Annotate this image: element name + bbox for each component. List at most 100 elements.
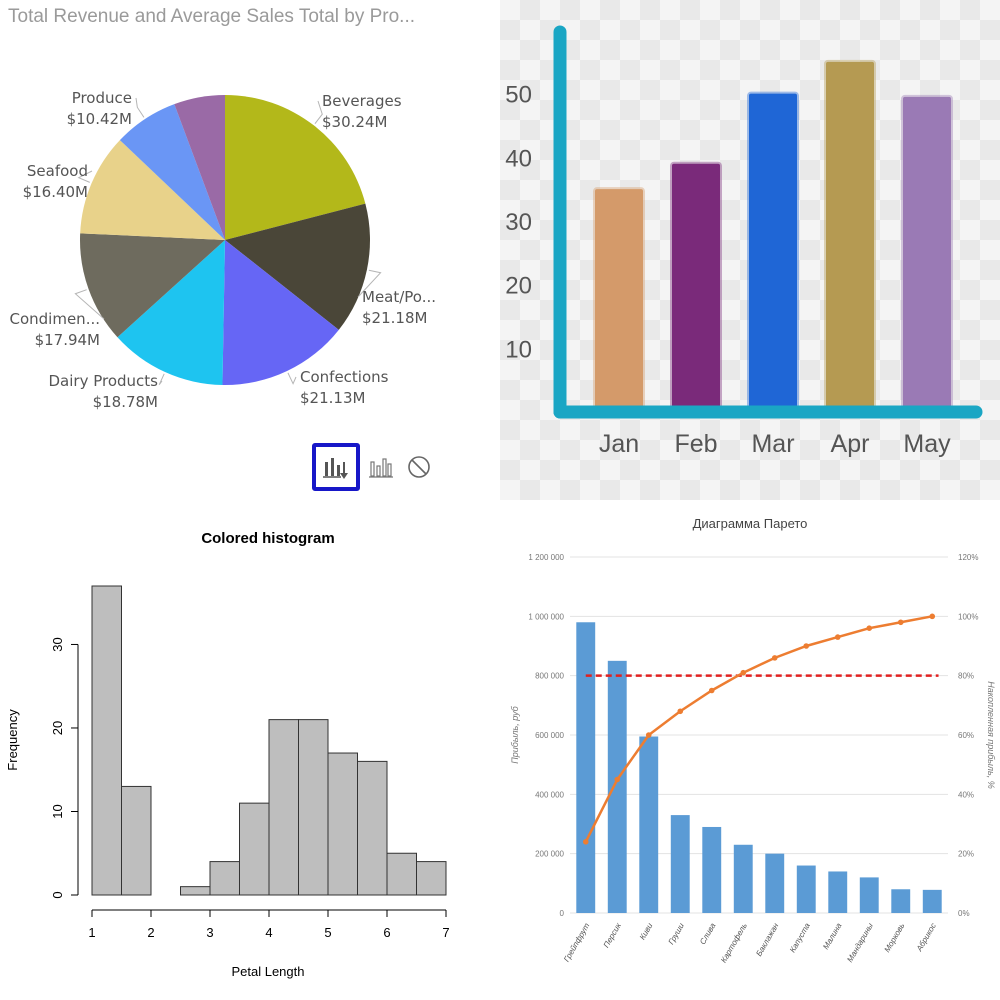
x-tick-label: Баклажан xyxy=(754,921,780,958)
pareto-bar xyxy=(733,844,753,913)
x-tick-label: 5 xyxy=(324,925,331,940)
cumulative-point xyxy=(645,732,652,738)
histogram-panel: Colored histogram 1 2 3 4 5 6 7 0 10 20 30 Petal Len… xyxy=(0,500,500,1000)
pie-leader-line xyxy=(74,289,105,320)
y-axis-label: Прибыль, руб xyxy=(510,705,520,763)
pareto-bar xyxy=(607,660,627,913)
bar-chart-icon xyxy=(369,458,393,478)
pie-slice-label: Beverages xyxy=(322,92,402,110)
pie-slice-value-label: $21.18M xyxy=(362,309,427,327)
pareto-bar xyxy=(639,736,659,913)
pareto-bar xyxy=(702,826,722,913)
x-tick-label: Грейпфрут xyxy=(562,921,592,963)
x-tick-label: Абрикос xyxy=(914,922,938,954)
histogram-bar xyxy=(121,785,152,896)
pie-slice xyxy=(174,95,225,240)
disable-filter-button[interactable] xyxy=(404,452,434,482)
y2-tick-label: 60% xyxy=(958,731,974,740)
pie-leader-line xyxy=(287,372,297,385)
x-tick-label: 3 xyxy=(206,925,213,940)
bar xyxy=(670,161,722,414)
y2-tick-label: 100% xyxy=(958,612,978,621)
y-tick-label: 200 000 xyxy=(535,850,564,859)
histogram-bar xyxy=(298,719,329,896)
pareto-bar xyxy=(828,871,848,913)
pie-slice-label: Meat/Po... xyxy=(362,288,436,306)
y-axis-label: Frequency xyxy=(5,709,20,771)
pie-slice xyxy=(117,240,225,385)
pie-slice xyxy=(225,95,366,240)
histogram-bar xyxy=(239,802,270,896)
y-tick-label: 20 xyxy=(505,273,532,300)
prohibited-icon xyxy=(408,456,430,478)
cumulative-point xyxy=(897,619,904,626)
cumulative-point xyxy=(834,634,841,640)
pie-leader-line xyxy=(77,170,93,183)
y-tick-label: 400 000 xyxy=(535,790,564,799)
x-axis-label: Petal Length xyxy=(231,964,304,979)
pie-slice-value-label: $16.40M xyxy=(23,183,88,201)
pareto-chart: Диаграмма Парето 0 200 000 400 000 600 000 80… xyxy=(510,516,996,964)
x-tick-label: 6 xyxy=(383,925,390,940)
cumulative-point xyxy=(771,655,778,661)
y2-tick-label: 40% xyxy=(958,790,974,799)
pareto-title: Диаграмма Парето xyxy=(693,516,808,531)
pie-slice-value-label: $17.94M xyxy=(35,331,100,349)
pie-slice-label: Seafood xyxy=(27,162,88,180)
cumulative-point xyxy=(803,643,810,649)
bar xyxy=(747,91,799,415)
histogram-bar xyxy=(416,861,447,896)
pareto-bar xyxy=(765,853,785,913)
y2-tick-label: 20% xyxy=(958,850,974,859)
pie-slice-label: Produce xyxy=(72,89,132,107)
monthly-bar-chart: 10 20 30 40 50 Jan Feb Mar Apr May xyxy=(505,25,983,458)
y-tick-label: 10 xyxy=(50,804,65,818)
histogram-bar xyxy=(268,719,299,896)
pie-slice xyxy=(79,233,225,338)
y-tick-label: 1 200 000 xyxy=(528,553,564,562)
expand-hierarchy-button[interactable] xyxy=(366,452,396,482)
y-tick-label: 20 xyxy=(50,721,65,735)
x-tick-label: Груши xyxy=(667,921,687,946)
pie-slice-value-label: $18.78M xyxy=(93,393,158,411)
cumulative-point xyxy=(708,687,715,694)
monthly-bar-chart-panel: 10 20 30 40 50 Jan Feb Mar Apr May xyxy=(500,0,1000,500)
y-tick-label: 50 xyxy=(505,82,532,109)
histogram-title: Colored histogram xyxy=(201,530,334,547)
pie-slice-value-label: $10.42M xyxy=(67,110,132,128)
y2-axis-label: Накопленная прибыль, % xyxy=(986,681,996,788)
drill-down-button[interactable] xyxy=(312,443,360,491)
y-tick-label: 40 xyxy=(505,145,532,172)
pie-slice-value-label: $30.24M xyxy=(322,113,387,131)
y2-tick-label: 0% xyxy=(958,909,970,918)
cumulative-point xyxy=(866,625,873,631)
pie-slice-value-label: $21.13M xyxy=(300,389,365,407)
x-tick-label: Персик xyxy=(602,920,624,949)
cumulative-point xyxy=(582,839,589,845)
cumulative-point xyxy=(614,776,621,783)
y-tick-label: 800 000 xyxy=(535,672,564,681)
y-tick-label: 0 xyxy=(50,891,65,898)
y-tick-label: 1 000 000 xyxy=(528,612,564,621)
y-tick-label: 10 xyxy=(505,336,532,363)
bar xyxy=(901,94,953,414)
histogram-bar xyxy=(386,852,417,896)
y-tick-label: 30 xyxy=(50,637,65,651)
pareto-chart-panel: Диаграмма Парето 0 200 000 400 000 600 000 80… xyxy=(500,500,1000,1000)
cumulative-line xyxy=(584,615,933,843)
pie-leader-line xyxy=(158,373,165,386)
pareto-bar xyxy=(859,877,879,913)
cumulative-point xyxy=(929,613,936,620)
pie-slice xyxy=(119,104,225,240)
x-tick-label: Морковь xyxy=(883,922,907,954)
y-tick-label: 30 xyxy=(505,209,532,236)
pareto-bar xyxy=(796,865,816,913)
x-tick-label: Мандарины xyxy=(845,921,875,963)
y-tick-label: 0 xyxy=(560,909,565,918)
y-tick-label: 600 000 xyxy=(535,731,564,740)
histogram-bar xyxy=(327,752,358,896)
pareto-bar xyxy=(891,889,911,913)
pie-slice xyxy=(222,240,339,385)
histogram-bar xyxy=(180,886,211,896)
histogram-bar xyxy=(91,585,122,896)
